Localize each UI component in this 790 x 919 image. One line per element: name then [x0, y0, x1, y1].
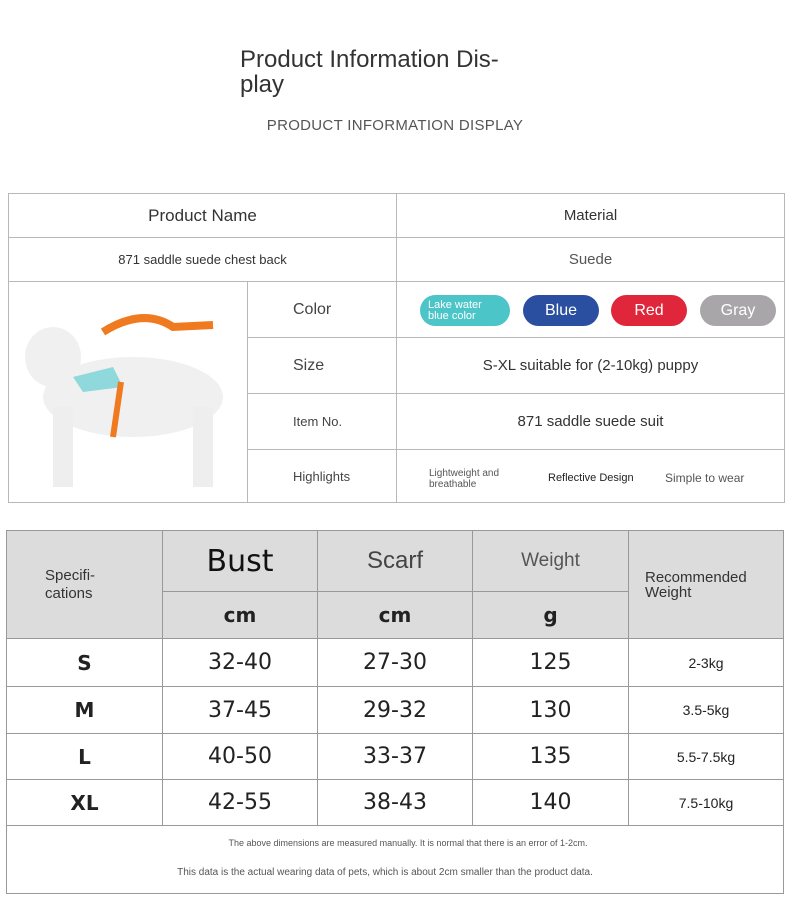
spec-cell-rec: 3.5-5kg [628, 686, 784, 734]
spec-cell-bust: 42-55 [162, 779, 318, 826]
item-no-value: 871 saddle suede suit [396, 393, 785, 450]
bust-unit: cm [162, 591, 318, 639]
spec-cell-size: XL [6, 779, 163, 826]
page-subtitle: PRODUCT INFORMATION DISPLAY [266, 117, 524, 134]
footnotes [6, 825, 784, 894]
specifications-header: Specifi-cations [6, 530, 163, 639]
spec-cell-scarf: 29-32 [317, 686, 473, 734]
spec-cell-weight: 130 [472, 686, 629, 734]
size-value: S-XL suitable for (2-10kg) puppy [396, 337, 785, 394]
title-line-1: Product Information Dis- [240, 46, 499, 73]
size-label: Size [247, 337, 397, 394]
weight-header: Weight [472, 530, 629, 592]
page-title: Product Information Dis-play [240, 47, 530, 97]
product-name-value: 871 saddle suede chest back [8, 237, 397, 282]
spec-cell-size: L [6, 733, 163, 780]
highlight-2: Reflective Design [548, 472, 634, 484]
highlights-values [396, 449, 785, 503]
product-image [8, 281, 248, 503]
spec-cell-scarf: 33-37 [317, 733, 473, 780]
color-label: Color [247, 281, 397, 338]
spec-cell-rec: 2-3kg [628, 638, 784, 687]
spec-line-2: cations [45, 584, 93, 602]
scarf-header: Scarf [317, 530, 473, 592]
spec-cell-bust: 40-50 [162, 733, 318, 780]
spec-cell-weight: 140 [472, 779, 629, 826]
color-option-blue[interactable]: Blue [523, 295, 599, 326]
highlights-label: Highlights [247, 449, 397, 503]
color-option-lake-blue[interactable]: Lake water blue color [420, 295, 510, 326]
footnote-1: The above dimensions are measured manual… [228, 838, 588, 848]
scarf-unit: cm [317, 591, 473, 639]
highlight-3: Simple to wear [665, 471, 745, 485]
bust-header: Bust [162, 530, 318, 592]
material-value: Suede [396, 237, 785, 282]
dog-harness-image [25, 314, 223, 487]
footnote-2: This data is the actual wearing data of … [177, 867, 593, 878]
spec-cell-size: S [6, 638, 163, 687]
spec-cell-rec: 7.5-10kg [628, 779, 784, 826]
title-line-2: play [240, 71, 285, 98]
highlight-1: Lightweight and breathable [429, 468, 500, 490]
spec-cell-bust: 32-40 [162, 638, 318, 687]
item-no-label: Item No. [247, 393, 397, 450]
weight-unit: g [472, 591, 629, 639]
spec-cell-size: M [6, 686, 163, 734]
recommended-weight-header: Recommended Weight [628, 530, 784, 639]
spec-cell-rec: 5.5-7.5kg [628, 733, 784, 780]
material-header: Material [396, 193, 785, 238]
color-option-gray[interactable]: Gray [700, 295, 776, 326]
product-name-header: Product Name [8, 193, 397, 238]
spec-cell-scarf: 38-43 [317, 779, 473, 826]
color-option-red[interactable]: Red [611, 295, 687, 326]
spec-line-1: Specifi- [45, 566, 96, 584]
spec-cell-scarf: 27-30 [317, 638, 473, 687]
spec-cell-bust: 37-45 [162, 686, 318, 734]
spec-cell-weight: 125 [472, 638, 629, 687]
spec-cell-weight: 135 [472, 733, 629, 780]
